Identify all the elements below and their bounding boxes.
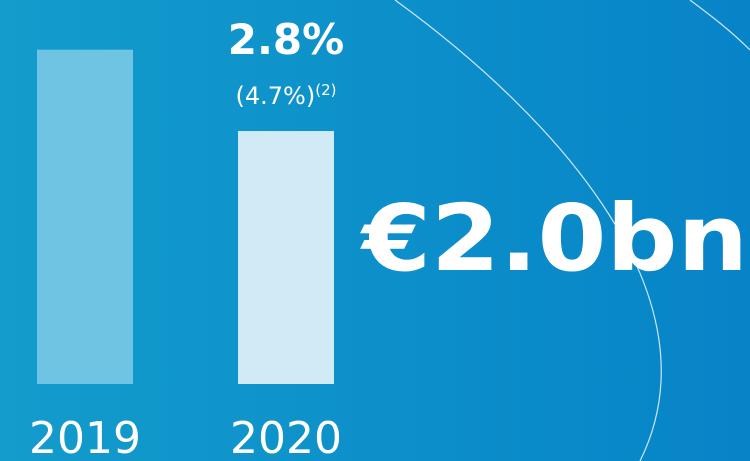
x-tick-label: 2020 — [230, 413, 342, 461]
sub-label-text: (4.7%) — [236, 82, 316, 110]
bar — [37, 49, 133, 384]
sub-label: (4.7%)(2) — [236, 81, 337, 110]
x-tick-label: 2019 — [29, 413, 141, 461]
decor-arc — [394, 0, 662, 461]
superscript: (2) — [315, 81, 336, 99]
headline: €2.0bn — [360, 185, 748, 292]
decor-arc — [689, 0, 750, 51]
value-label: 2.8% — [228, 15, 344, 64]
bar — [238, 131, 334, 384]
